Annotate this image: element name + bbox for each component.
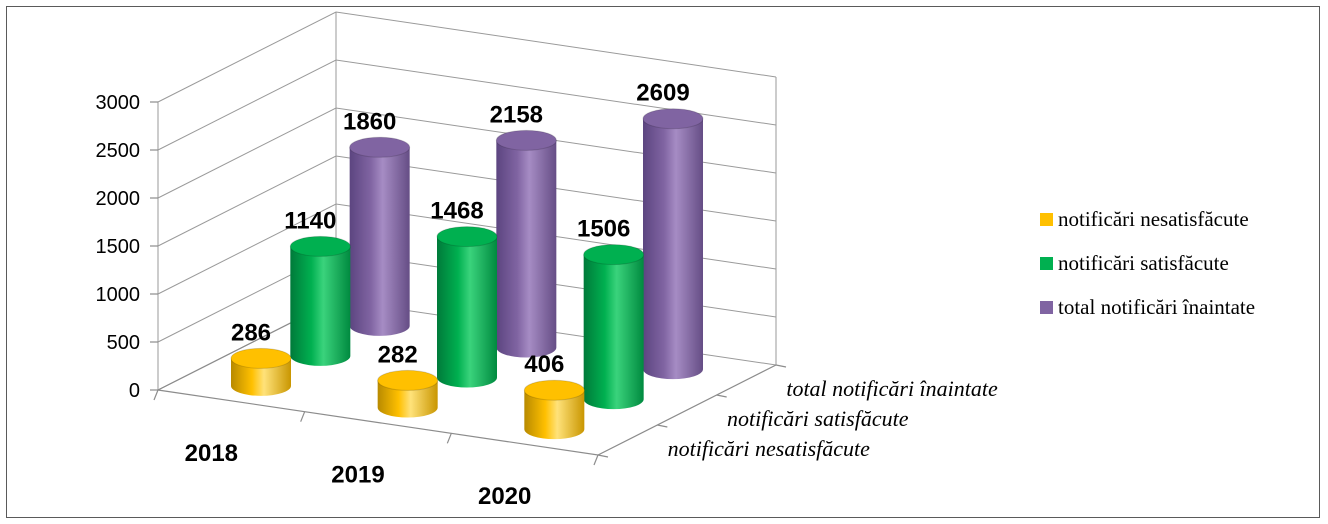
y-tick-label: 500 — [107, 332, 140, 354]
y-tick-label: 2000 — [96, 188, 141, 210]
data-label: 2158 — [490, 101, 543, 128]
bar-top — [642, 108, 704, 130]
bar — [349, 136, 411, 336]
depth-tick-label: total notificări înaintate — [786, 376, 998, 401]
axes — [150, 101, 787, 466]
x-tick — [300, 411, 306, 422]
depth-tick — [716, 394, 727, 398]
depth-tick — [597, 454, 609, 458]
legend: notificări nesatisfăcute notificări satis… — [1040, 207, 1255, 319]
data-label: 282 — [378, 341, 418, 368]
bar — [436, 226, 498, 388]
legend-label: notificări nesatisfăcute — [1058, 207, 1249, 231]
legend-label: notificări satisfăcute — [1058, 251, 1229, 275]
depth-tick — [657, 424, 668, 428]
bar-top — [583, 244, 645, 266]
legend-label: total notificări înaintate — [1058, 295, 1255, 319]
y-tick-label: 2500 — [96, 140, 141, 162]
depth-tick-label: notificări nesatisfăcute — [668, 436, 870, 461]
bar — [377, 369, 439, 418]
bar-top — [377, 369, 439, 391]
y-tick-label: 1000 — [96, 284, 141, 306]
x-tick-label: 2019 — [331, 462, 384, 489]
x-tick-label: 2018 — [185, 440, 238, 467]
bar-top — [523, 379, 585, 401]
bar — [642, 108, 704, 380]
bar — [523, 379, 585, 440]
x-tick — [446, 433, 452, 444]
legend-swatch — [1040, 213, 1053, 226]
bar — [289, 235, 351, 366]
data-label: 1140 — [284, 207, 336, 234]
data-label: 1860 — [343, 108, 396, 135]
data-label: 1468 — [430, 198, 483, 225]
bar-body — [437, 236, 497, 388]
bar-body — [583, 254, 644, 410]
x-tick-label: 2020 — [478, 483, 531, 510]
data-label: 286 — [231, 319, 271, 346]
y-tick-label: 1500 — [96, 236, 141, 258]
data-label: 1506 — [577, 216, 630, 243]
bars — [230, 108, 704, 440]
bar-body — [231, 358, 291, 396]
legend-swatch — [1040, 257, 1053, 270]
data-label: 406 — [524, 351, 564, 378]
data-label: 2609 — [636, 80, 689, 107]
y-tick-label: 3000 — [96, 92, 141, 114]
floor-edge — [156, 299, 777, 456]
bar-body — [643, 118, 703, 380]
depth-tick-label: notificări satisfăcute — [727, 406, 909, 431]
depth-tick — [775, 364, 787, 368]
x-tick — [593, 454, 599, 466]
bar-top — [230, 347, 292, 369]
bar-body — [290, 246, 351, 366]
bar-body — [377, 380, 438, 418]
bar-top — [436, 226, 498, 248]
bar-top — [495, 129, 557, 151]
x-tick — [153, 389, 159, 401]
bar — [230, 347, 292, 396]
y-tick-label: 0 — [129, 380, 140, 402]
bar-body — [496, 140, 557, 358]
bar-body — [349, 147, 410, 336]
labels: 0 500 1000 1500 2000 2500 3000 2018 2019 2020 noti… — [96, 80, 999, 510]
bar-top — [289, 235, 351, 257]
bar-top — [349, 136, 411, 158]
bar — [583, 244, 645, 410]
bar — [495, 129, 557, 358]
bar-body — [524, 390, 585, 440]
legend-swatch — [1040, 301, 1053, 314]
